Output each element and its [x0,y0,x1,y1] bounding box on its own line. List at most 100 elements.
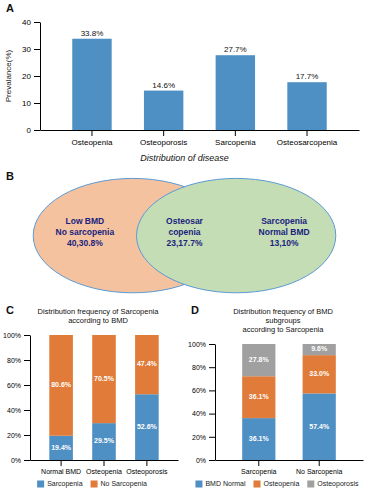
y-tick-label: 60% [192,387,206,394]
venn-region-label-line: Low BMD [66,216,105,226]
x-tick: Sarcopenia [241,460,277,476]
data-label: 57.4% [309,423,330,430]
x-axis: OsteopeniaOsteoporosisSarcopeniaOsteosar… [41,130,360,147]
x-tick-label: Sarcopenia [215,138,256,147]
panel-label: D [191,304,199,316]
bar [303,393,336,460]
y-tick: 100% [3,332,30,339]
plot-area [72,39,326,130]
y-tick-label: 40% [192,410,206,417]
x-tick-mark [61,460,62,466]
data-label: 47.4% [137,360,158,367]
bar [242,418,275,460]
venn-set [137,178,336,292]
y-tick-mark [34,49,40,50]
bar [49,335,73,436]
y-tick: 20% [192,434,215,441]
x-tick-label: Osteopenia [72,138,113,147]
y-tick-label: 0 [27,126,32,135]
y-tick: 40 [22,18,40,27]
chart-root: 010203040OsteopeniaOsteoporosisSarcopeni… [0,0,369,500]
bar [303,355,336,393]
y-tick-label: 40 [22,18,31,27]
x-axis: Sarcopenia No Sarcopenia [216,460,364,476]
venn-region-label: SarcopeniaNormal BMD13,10% [259,216,310,248]
y-tick: 60% [7,382,30,389]
x-tick-mark [146,460,147,466]
legend: BMD NormalOsteopeniaOsteoporosis [195,480,359,488]
x-axis-line [216,460,364,461]
venn-region-label-line: 23,17.7% [167,238,203,248]
x-tick-label: No Sarcopenia [296,468,342,476]
x-tick: Osteopenia [86,460,122,476]
bar [242,376,275,418]
y-tick: 30 [22,45,40,54]
bar [49,436,73,460]
x-tick-mark [235,130,236,136]
legend-swatch [91,481,98,488]
x-tick: Osteopenia [72,130,113,147]
panel: Low BMDNo sarcopenia40,30.8%Osteosarcope… [6,170,336,293]
x-tick-mark [104,460,105,466]
y-tick-mark [209,344,215,345]
data-label: 52.6% [137,423,158,430]
data-labels: 33.8%14.6%27.7%17.7% [81,29,319,90]
data-label: 29.5% [94,437,115,444]
series [242,344,336,376]
x-tick: Osteoporosis [140,130,187,147]
y-tick-mark [209,367,215,368]
x-tick: Sarcopenia [215,130,256,147]
y-tick-label: 80% [7,357,21,364]
legend-swatch [37,481,44,488]
y-tick: 20% [7,432,30,439]
x-tick-label: Osteoporosis [140,138,187,147]
legend-label: Osteoporosis [317,480,359,488]
y-tick: 40% [192,410,215,417]
x-tick-label: Osteoporosis [126,468,168,476]
y-tick-label: 30 [22,45,31,54]
figure: 010203040OsteopeniaOsteoporosisSarcopeni… [0,0,369,500]
x-tick: Normal BMD [41,460,81,475]
data-label: 36.1% [249,435,270,442]
venn-region-label: Osteosarcopenia23,17.7% [166,216,204,248]
series [49,335,158,436]
legend-swatch [254,481,261,488]
panel: 010203040OsteopeniaOsteoporosisSarcopeni… [4,2,360,163]
legend-swatch [195,481,202,488]
data-labels: 36.1%57.4%36.1%33.0%27.8%9.6% [249,345,330,441]
venn-region-label-line: copenia [168,227,200,237]
y-tick: 0% [11,457,30,464]
y-tick-label: 0% [196,457,206,464]
x-tick-mark [163,130,164,136]
y-axis: 0%20%40%60%80%100% [188,341,215,464]
y-tick-mark [34,130,40,131]
venn-region-label-line: Osteosar [166,216,204,226]
data-labels: 19.4%29.5%52.6%80.6%70.5%47.4% [51,360,157,450]
chart-title: Distribution frequency of BMDsubgroupsac… [233,307,333,334]
y-tick-mark [209,437,215,438]
y-tick-label: 40% [7,407,21,414]
bar [72,39,111,130]
y-tick-mark [209,414,215,415]
y-tick-label: 100% [188,341,206,348]
legend-swatch [307,481,314,488]
y-tick: 80% [7,357,30,364]
y-tick-label: 100% [3,332,21,339]
y-axis-line [215,345,216,461]
x-tick-mark [258,460,259,466]
y-tick: 20 [22,72,40,81]
x-tick-label: Sarcopenia [241,468,277,476]
y-tick-label: 20 [22,72,31,81]
y-axis-title: Prevalance(%) [4,49,13,102]
legend-item: No Sarcopenia [91,480,147,488]
y-tick-mark [24,335,30,336]
plot-area [49,335,158,460]
data-label: 33.8% [81,29,104,38]
y-axis-line [40,23,41,131]
panel-label: B [6,170,14,182]
venn-region-label-line: Normal BMD [259,227,310,237]
legend: SarcopeniaNo Sarcopenia [37,480,147,488]
data-label: 14.6% [152,81,175,90]
bar [216,55,255,130]
legend-label: No Sarcopenia [101,480,147,488]
